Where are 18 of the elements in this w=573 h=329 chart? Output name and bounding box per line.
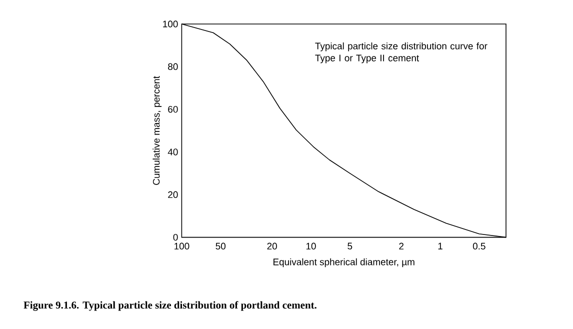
y-tick-label: 0 [173, 234, 178, 241]
x-tick-label: 50 [216, 242, 226, 250]
x-tick-label: 10 [306, 242, 316, 250]
x-tick-label: 0.5 [472, 242, 486, 250]
y-tick-label: 40 [168, 148, 178, 156]
y-tick-label: 80 [168, 63, 178, 70]
y-axis-title: Cumulative mass, percent [152, 76, 162, 185]
x-tick-label: 100 [174, 242, 190, 250]
x-tick-label: 2 [399, 242, 404, 250]
x-axis-title: Equivalent spherical diameter, µm [274, 258, 414, 268]
y-tick-label: 100 [163, 20, 178, 28]
x-tick-label: 20 [267, 242, 277, 250]
annotation: Typical particle size distribution curve for Type I or Type II cement [315, 42, 488, 64]
text: Figure 9.1.6. Typical particle size distribution of portland cement. [24, 301, 316, 311]
x-tick-label: 5 [348, 242, 352, 250]
x-tick-label: 1 [438, 242, 442, 250]
y-tick-label: 60 [168, 106, 178, 113]
y-tick-label: 20 [168, 191, 178, 198]
